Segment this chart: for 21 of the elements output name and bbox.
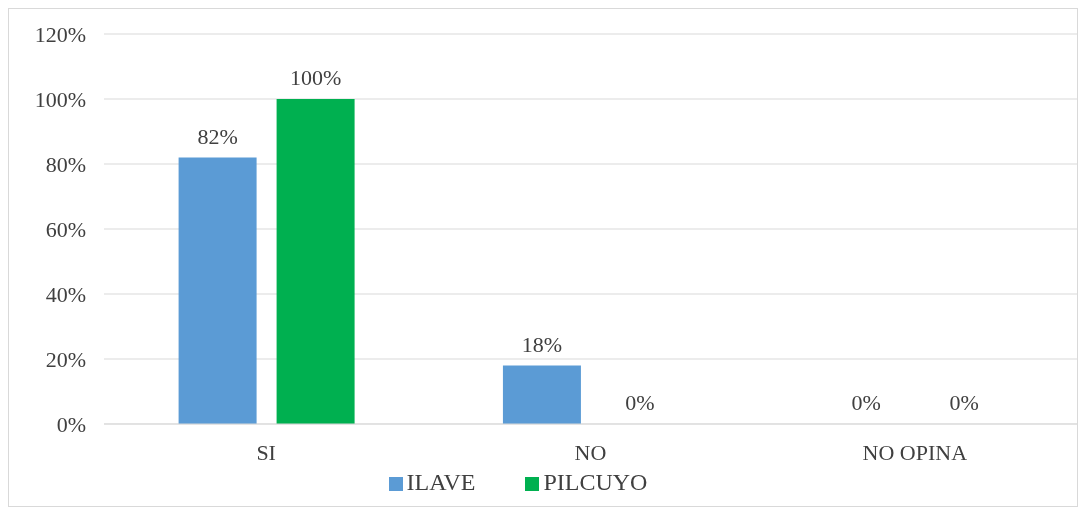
legend-label: PILCUYO [543,469,648,495]
y-tick-label: 20% [45,346,86,372]
data-label: 82% [197,123,238,149]
bar [276,99,355,424]
bar [178,157,257,424]
y-tick-label: 120% [34,21,86,47]
data-label: 0% [625,389,655,415]
x-tick-label: NO OPINA [862,439,968,465]
y-tick-label: 60% [45,216,86,242]
data-label: 0% [851,389,881,415]
data-label: 18% [521,331,563,357]
x-tick-label: NO [574,439,607,465]
bar [502,365,581,424]
data-label: 0% [949,389,979,415]
x-tick-label: SI [256,439,276,465]
y-tick-label: 100% [34,86,86,112]
y-tick-label: 80% [45,151,86,177]
y-tick-label: 0% [56,411,86,437]
legend-label: ILAVE [406,469,476,495]
data-label: 100% [289,65,342,90]
y-tick-label: 40% [45,281,86,307]
